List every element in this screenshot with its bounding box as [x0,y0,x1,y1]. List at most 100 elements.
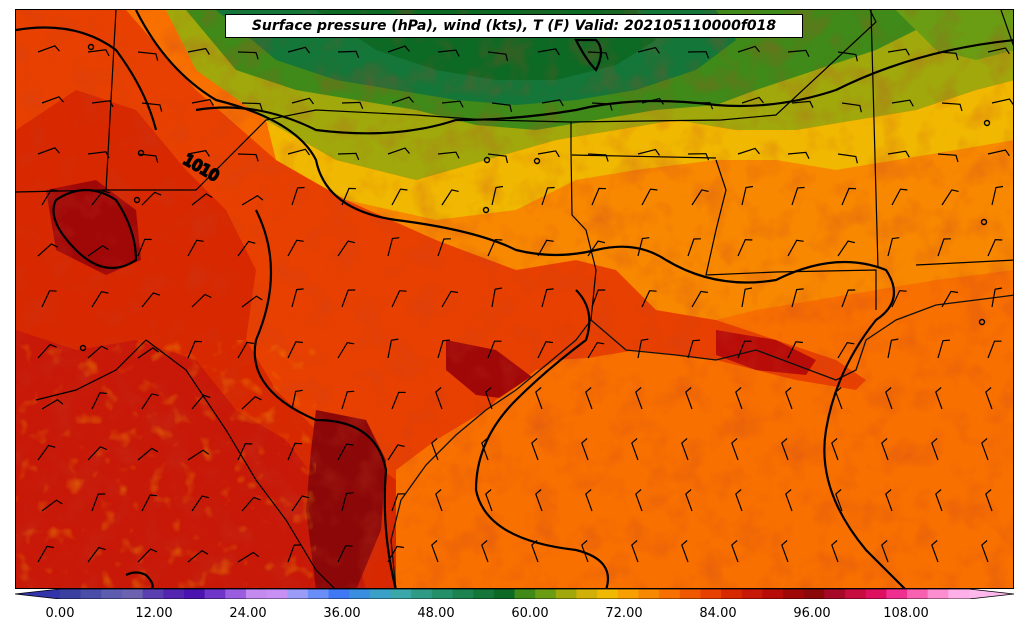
colorbar-segment [907,589,929,599]
wind-barb [987,47,1010,55]
map-panel: 1010 [15,9,1014,589]
wind-barb [435,489,443,512]
wind-barb [937,238,951,257]
wind-barb [537,48,560,56]
wind-barb [641,290,657,308]
wind-barb [537,341,553,359]
wind-barb [437,339,450,359]
wind-barb [491,287,503,308]
wind-barb [141,102,163,112]
colorbar-segment [183,589,206,599]
wind-barb [831,438,839,461]
wind-barb [841,289,856,308]
colorbar-segment [803,589,825,599]
wind-barb [391,391,406,410]
colorbar-segment [886,589,908,599]
wind-barb [37,444,56,461]
wind-barb [781,438,789,461]
wind-barb [141,494,158,512]
wind-barb [141,292,161,308]
wind-barb [391,290,407,308]
wind-barb [437,238,451,257]
wind-barb [91,392,107,410]
colorbar-segment [473,589,495,599]
wind-barb [137,347,159,359]
wind-barb [87,151,110,159]
wind-barb [91,100,114,108]
map-canvas: 1010 [16,10,1013,588]
wind-barb [591,187,607,206]
wind-barb [791,186,805,206]
wind-barb [191,98,214,106]
wind-barb [237,153,259,162]
wind-barb [935,387,943,410]
wind-barb [191,293,212,308]
wind-barb [691,189,709,206]
wind-barb [887,338,899,359]
wind-barb [991,287,1003,308]
wind-barb [387,338,399,359]
wind-barb [837,240,856,257]
wind-barb [337,152,360,161]
wind-barb [887,150,910,158]
colorbar-segment [287,589,309,599]
wind-barb [981,438,989,461]
colorbar-min-extend [15,589,60,599]
wind-barb [687,153,710,161]
wind-barb [937,339,950,359]
wind-barb [337,50,360,59]
colorbar-tick-label: 60.00 [511,606,549,621]
wind-barb [237,551,260,563]
wind-barb [887,237,900,257]
wind-barb [137,238,152,257]
wind-barb [337,545,353,563]
wind-barb [441,189,459,206]
wind-barb [891,99,914,107]
wind-barb [885,489,893,512]
colorbar-segment [80,589,102,599]
colorbar-segment [121,589,144,599]
colorbar-segment [721,589,743,599]
wind-barb [287,442,303,461]
wind-barb [581,438,589,461]
wind-barb [531,540,539,563]
wind-barb [437,49,460,57]
wind-barb [341,101,364,110]
wind-barb [87,49,110,57]
wind-barb [291,97,314,105]
wind-barb [391,96,414,104]
colorbar-tick-label: 108.00 [883,606,929,621]
wind-barb [735,387,743,410]
wind-barb [541,99,564,107]
wind-barb [581,540,589,563]
wind-barb [487,51,509,62]
colorbar-segment [597,589,619,599]
wind-barb [787,151,810,159]
wind-barb [241,496,261,512]
colorbar-segment [700,589,722,599]
wind-barb [687,339,700,359]
wind-barb [691,290,708,308]
wind-barb [291,288,304,308]
wind-barb [391,493,405,512]
wind-barb [935,489,943,512]
wind-barb [841,187,857,206]
wind-barb [431,540,439,563]
wind-barb [287,239,304,257]
wind-barb [637,237,650,257]
colorbar-segment [679,589,701,599]
wind-barb [41,398,64,410]
colorbar-segment [927,589,949,599]
wind-barb [431,438,439,461]
wind-barb [241,102,263,111]
colorbar-segment [535,589,557,599]
wind-barb [287,46,310,54]
colorbar-segment [369,589,392,599]
wind-barb [587,153,609,162]
wind-barb [635,489,643,512]
wind-barb [937,153,959,163]
wind-barb [341,289,356,308]
state-borders [16,10,1013,588]
wind-barb [187,449,210,461]
colorbar-segment [349,589,371,599]
